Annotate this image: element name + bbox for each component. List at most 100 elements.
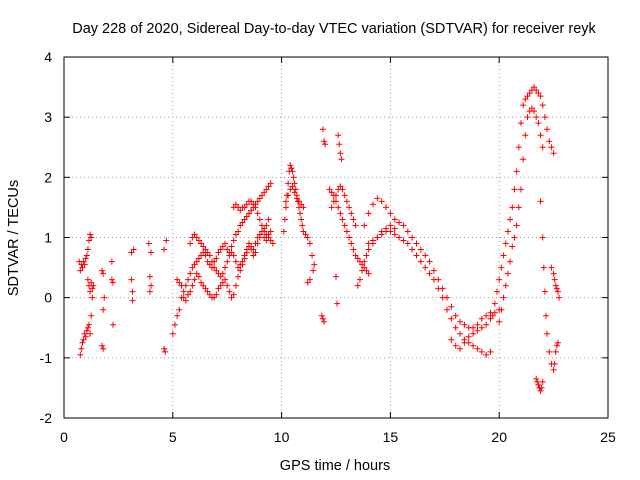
data-point	[80, 336, 87, 343]
data-point	[369, 201, 376, 208]
data-point	[239, 219, 246, 226]
data-point	[319, 126, 326, 133]
data-point	[500, 252, 507, 259]
series-scatter-early	[99, 237, 170, 355]
data-point	[87, 330, 94, 337]
data-point	[350, 216, 357, 223]
data-point	[534, 378, 541, 385]
data-point	[498, 306, 505, 313]
data-point	[478, 315, 485, 322]
data-point	[228, 243, 235, 250]
data-point	[522, 132, 529, 139]
data-point	[187, 270, 194, 277]
data-point	[178, 282, 185, 289]
series-track-surge-21	[489, 84, 557, 319]
data-point	[206, 261, 213, 268]
data-point	[491, 300, 498, 307]
data-point	[322, 141, 329, 148]
data-point	[280, 228, 287, 235]
data-point	[541, 288, 548, 295]
data-point	[333, 192, 339, 199]
data-point	[263, 186, 270, 193]
data-point	[161, 246, 168, 253]
data-point	[334, 300, 341, 307]
data-point	[461, 321, 468, 328]
data-point	[148, 249, 155, 256]
data-point	[243, 213, 250, 220]
data-point	[337, 210, 344, 217]
data-point	[551, 360, 558, 367]
data-point	[552, 348, 559, 355]
data-point	[287, 186, 294, 193]
data-point	[254, 210, 261, 217]
data-point	[537, 132, 544, 139]
data-point	[321, 318, 328, 325]
data-point	[86, 321, 93, 328]
data-point	[352, 222, 359, 229]
data-point	[311, 261, 318, 268]
data-point	[383, 225, 390, 232]
data-point	[430, 267, 437, 274]
data-point	[237, 222, 244, 229]
x-tick-label: 0	[60, 429, 68, 445]
data-point	[363, 252, 370, 259]
data-point	[146, 273, 153, 280]
data-point	[336, 141, 343, 148]
data-point	[302, 231, 309, 238]
data-point	[261, 189, 268, 196]
data-point	[256, 195, 263, 202]
data-point	[235, 228, 242, 235]
y-tick-label: -2	[40, 410, 53, 426]
data-point	[259, 222, 266, 229]
data-point	[261, 228, 268, 235]
data-point	[89, 294, 96, 301]
data-point	[88, 312, 95, 319]
data-point	[297, 210, 304, 217]
data-point	[550, 150, 557, 157]
data-point	[426, 270, 433, 277]
data-point	[200, 282, 207, 289]
data-point	[528, 105, 535, 112]
data-point	[354, 282, 361, 289]
data-point	[338, 156, 345, 163]
data-point	[83, 327, 90, 334]
data-point	[354, 255, 361, 262]
data-point	[504, 270, 511, 277]
data-point	[232, 282, 239, 289]
data-point	[213, 291, 220, 298]
data-point	[88, 279, 95, 286]
data-point	[101, 294, 108, 301]
series-track-dip-22	[537, 198, 561, 373]
data-point	[100, 345, 107, 352]
data-point	[200, 243, 207, 250]
data-point	[256, 231, 263, 238]
x-tick-label: 5	[169, 429, 177, 445]
data-point	[465, 333, 472, 340]
series-track-arc-mid	[354, 222, 398, 289]
data-point	[553, 285, 560, 292]
data-point	[161, 345, 168, 352]
data-point	[309, 252, 316, 259]
data-point	[245, 240, 252, 247]
data-point	[526, 90, 533, 97]
data-point	[515, 144, 522, 151]
data-point	[81, 330, 88, 337]
data-point	[452, 324, 459, 331]
data-point	[88, 234, 95, 241]
series-track-peak-10	[280, 162, 311, 241]
series-track-arc-low	[365, 228, 494, 358]
data-point	[182, 297, 189, 304]
data-point	[78, 345, 85, 352]
data-point	[343, 228, 350, 235]
x-tick-label: 10	[274, 429, 290, 445]
data-point	[100, 270, 107, 277]
data-point	[129, 297, 136, 304]
data-point	[285, 180, 292, 187]
data-point	[291, 189, 298, 196]
x-axis-label: GPS time / hours	[280, 458, 390, 474]
data-point	[87, 288, 94, 295]
data-point	[546, 138, 553, 145]
data-point	[515, 204, 522, 211]
data-point	[248, 198, 255, 205]
data-point	[293, 195, 300, 202]
